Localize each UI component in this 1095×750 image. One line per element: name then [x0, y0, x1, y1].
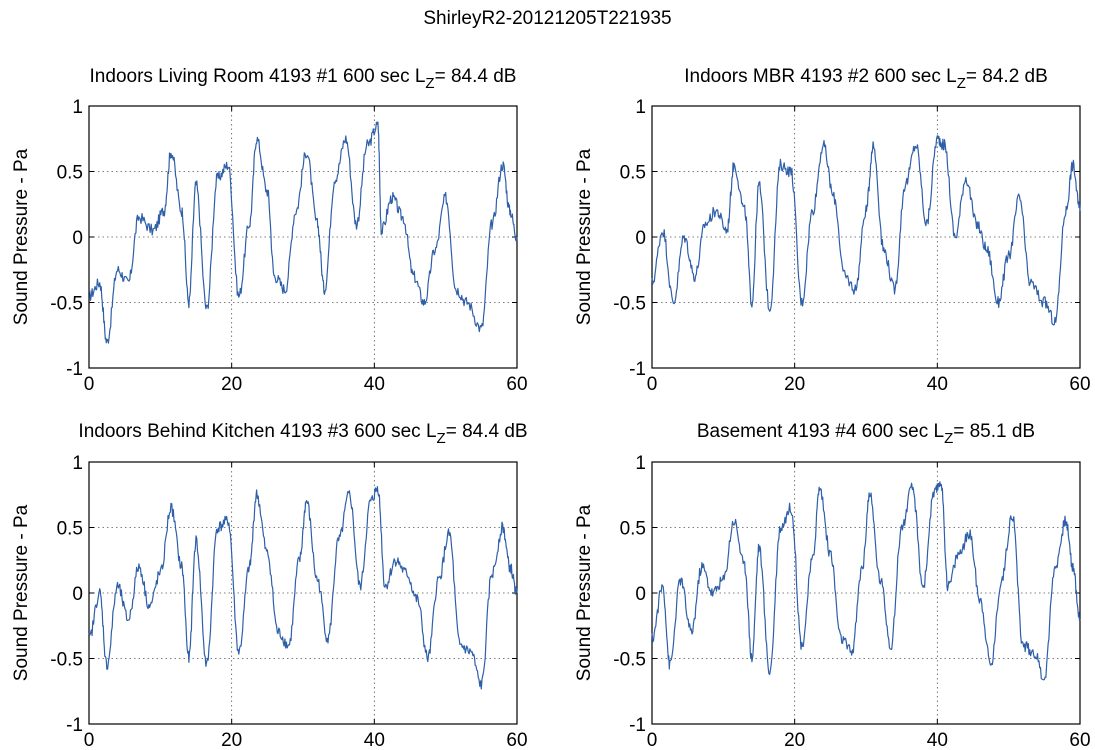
y-tick-label: -1 — [629, 715, 646, 736]
x-tick-label: 20 — [221, 374, 242, 395]
y-tick-label: 1 — [635, 453, 646, 474]
y-tick-label: 0 — [635, 228, 646, 249]
x-tick-label: 60 — [1069, 730, 1090, 750]
y-tick-label: 1 — [72, 97, 83, 118]
x-tick-label: 20 — [221, 730, 242, 750]
y-tick-label: 0 — [635, 584, 646, 605]
y-tick-label: -0.5 — [613, 294, 646, 315]
x-tick-label: 60 — [506, 730, 527, 750]
subplot-title-level: = 85.1 dB — [953, 421, 1035, 442]
y-tick-label: 0 — [72, 228, 83, 249]
x-tick-label: 0 — [84, 730, 95, 750]
y-tick-label: 0.5 — [620, 163, 646, 184]
subplot-1: 0 20 40 60 -1 -0.5 0 0.5 1 Sound Pressure - Pa Ind… — [11, 66, 528, 395]
x-tick-label: 0 — [647, 730, 658, 750]
y-tick-label: 1 — [72, 453, 83, 474]
y-tick-label: -1 — [66, 359, 83, 380]
subplot-2: 0 20 40 60 -1 -0.5 0 0.5 1 Sound Pressure - Pa Ind… — [574, 66, 1091, 395]
subplot-4: 0 20 40 60 -1 -0.5 0 0.5 1 Sound Pressure - Pa Bas… — [574, 421, 1091, 750]
y-tick-label: 1 — [635, 97, 646, 118]
subplot-title-level: = 84.4 dB — [435, 66, 517, 87]
y-tick-label: -1 — [66, 715, 83, 736]
x-tick-label: 20 — [784, 730, 805, 750]
y-tick-label: 0.5 — [57, 163, 83, 184]
subplot-title: Indoors Living Room 4193 #1 600 sec LZ= … — [90, 66, 517, 92]
x-tick-label: 40 — [927, 730, 948, 750]
y-tick-label: -0.5 — [613, 650, 646, 671]
subplot-title-text: Basement 4193 #4 600 sec L — [697, 421, 944, 442]
y-tick-label: -0.5 — [50, 294, 83, 315]
x-tick-label: 20 — [784, 374, 805, 395]
y-tick-label: -0.5 — [50, 650, 83, 671]
series-line-2 — [651, 135, 1081, 326]
y-tick-label: 0.5 — [620, 519, 646, 540]
subplot-title-level: = 84.2 dB — [966, 66, 1048, 87]
subplot-title-text: Indoors MBR 4193 #2 600 sec L — [684, 66, 957, 87]
subplot-title-text: Indoors Behind Kitchen 4193 #3 600 sec L — [78, 421, 436, 442]
subplot-title: Indoors MBR 4193 #2 600 sec LZ= 84.2 dB — [684, 66, 1048, 92]
y-tick-label: -1 — [629, 359, 646, 380]
x-tick-label: 0 — [647, 374, 658, 395]
y-axis-label: Sound Pressure - Pa — [574, 504, 595, 681]
y-axis-label: Sound Pressure - Pa — [11, 148, 32, 325]
subplot-title-subscript: Z — [944, 430, 953, 447]
series-line-4 — [651, 481, 1081, 681]
x-tick-label: 40 — [927, 374, 948, 395]
x-tick-label: 0 — [84, 374, 95, 395]
subplot-title: Indoors Behind Kitchen 4193 #3 600 sec L… — [78, 421, 527, 447]
subplot-title: Basement 4193 #4 600 sec LZ= 85.1 dB — [697, 421, 1035, 447]
figure-title: ShirleyR2-20121205T221935 — [423, 8, 672, 29]
subplot-title-text: Indoors Living Room 4193 #1 600 sec L — [90, 66, 426, 87]
y-tick-label: 0.5 — [57, 519, 83, 540]
x-tick-label: 60 — [506, 374, 527, 395]
y-tick-label: 0 — [72, 584, 83, 605]
x-tick-label: 40 — [364, 730, 385, 750]
series-line-3 — [88, 486, 518, 690]
subplot-title-subscript: Z — [957, 75, 966, 92]
series-line-1 — [88, 121, 518, 344]
subplot-title-subscript: Z — [425, 75, 434, 92]
subplot-3: 0 20 40 60 -1 -0.5 0 0.5 1 Sound Pressure - Pa Ind… — [11, 421, 528, 750]
subplot-title-level: = 84.4 dB — [446, 421, 528, 442]
subplot-title-subscript: Z — [437, 430, 446, 447]
y-axis-label: Sound Pressure - Pa — [11, 504, 32, 681]
y-axis-label: Sound Pressure - Pa — [574, 148, 595, 325]
x-tick-label: 60 — [1069, 374, 1090, 395]
x-tick-label: 40 — [364, 374, 385, 395]
